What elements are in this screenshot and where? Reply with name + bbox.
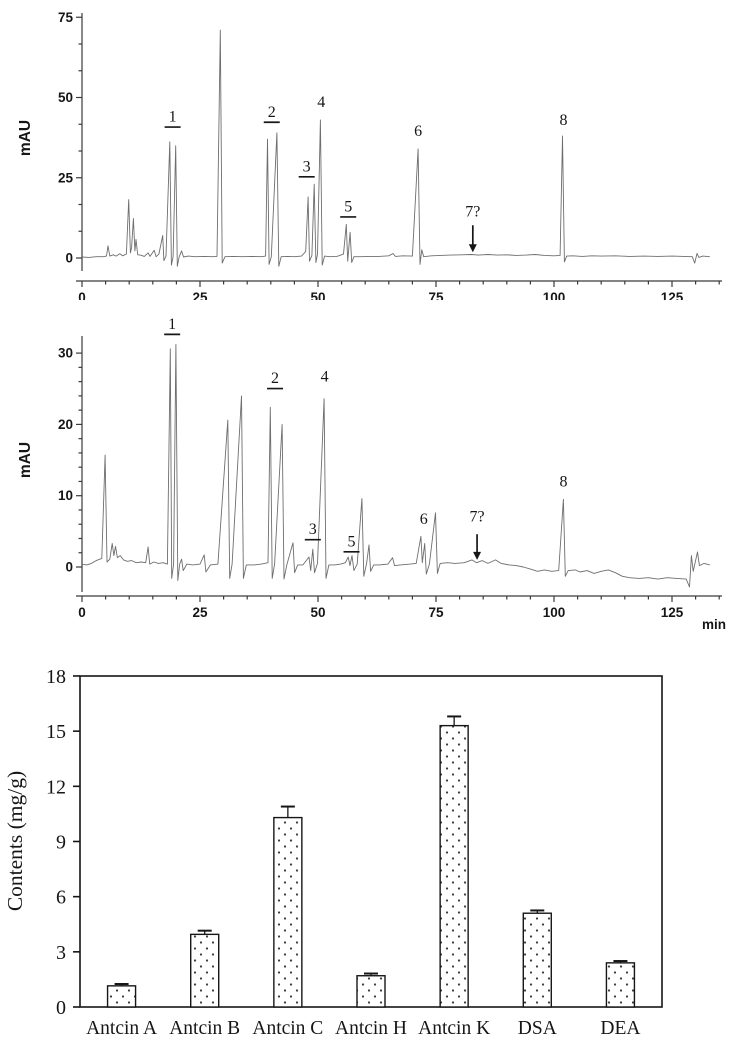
x-tick-label: 50 — [310, 605, 325, 620]
x-tick-label: 75 — [428, 290, 444, 300]
x-tick-label: 75 — [428, 605, 444, 620]
bar — [106, 985, 137, 1008]
contents-bar-chart: 0 3 6 9 12 15 18 Contents (mg/g) Antcin A Antcin … — [3, 666, 663, 1039]
peak-number: 6 — [420, 511, 428, 528]
bar-group-antcin-a: Antcin A — [86, 983, 157, 1039]
x-tick-label: 100 — [543, 290, 566, 300]
y-axis-title: mAU — [17, 120, 34, 156]
bar — [273, 816, 303, 1008]
y-axis: 0 25 50 75 — [58, 10, 83, 271]
bar-y-tick-label: 6 — [56, 887, 66, 909]
y-axis: 0 10 20 30 — [58, 336, 83, 592]
y-axis-title: mAU — [17, 442, 34, 478]
peak-label-3: 3 — [298, 158, 315, 178]
y-tick-label: 0 — [65, 251, 73, 266]
bar-group-dea: DEA — [600, 960, 640, 1039]
x-axis-unit-label: min — [702, 617, 726, 632]
peak-label-5: 5 — [343, 533, 360, 553]
chromatogram-bottom: 0 10 20 30 mAU 0 25 50 75 100 125 min 1 2 3 4 5 6 7? 8 — [17, 316, 726, 632]
peak-number: 2 — [268, 104, 276, 121]
x-tick-label: 25 — [192, 605, 208, 620]
y-tick-label: 75 — [58, 10, 74, 25]
y-tick-label: 30 — [58, 346, 73, 361]
bar — [522, 912, 552, 1008]
bar-category-label: Antcin A — [86, 1018, 157, 1039]
bar-y-tick-label: 12 — [46, 776, 66, 798]
peak-number: 1 — [168, 316, 176, 333]
peak-number: 5 — [348, 533, 356, 550]
bar-y-tick-label: 0 — [56, 997, 66, 1019]
x-tick-label: 25 — [192, 290, 208, 300]
peak-label-4: 4 — [321, 369, 329, 386]
bar-y-axis: 0 3 6 9 12 15 18 — [46, 666, 80, 1019]
y-tick-label: 50 — [58, 90, 73, 105]
peak-label-8: 8 — [559, 112, 567, 129]
x-axis: 0 25 50 75 100 125 — [76, 280, 722, 300]
bar-y-axis-title: Contents (mg/g) — [3, 771, 27, 911]
bar — [356, 975, 386, 1008]
peak-label-3: 3 — [304, 521, 321, 541]
peak-label-4: 4 — [317, 94, 325, 111]
chromatogram-trace — [81, 344, 710, 588]
bar-category-label: Antcin B — [169, 1018, 240, 1039]
peak-number: 8 — [559, 112, 567, 129]
x-tick-label: 100 — [543, 605, 566, 620]
peak-number: 3 — [303, 158, 311, 175]
y-tick-label: 0 — [65, 560, 73, 575]
peak-label-6: 6 — [420, 511, 428, 528]
peak-label-6: 6 — [414, 123, 422, 140]
peak-number: 5 — [344, 198, 352, 215]
chromatogram-trace — [81, 29, 710, 267]
peak-number: 4 — [317, 94, 325, 111]
peak-label-2: 2 — [263, 104, 280, 124]
peak-number: 1 — [169, 109, 177, 126]
bar-group-dsa: DSA — [518, 909, 557, 1039]
bar-category-label: Antcin C — [252, 1018, 323, 1039]
peak-label-8: 8 — [559, 473, 567, 490]
y-tick-label: 20 — [58, 417, 73, 432]
bar-group-antcin-k: Antcin K — [418, 715, 490, 1039]
peak-label-5: 5 — [340, 198, 357, 218]
y-tick-label: 25 — [58, 170, 74, 185]
peak-label-2: 2 — [267, 370, 284, 390]
peak-label-1: 1 — [164, 316, 181, 336]
bar-group-antcin-b: Antcin B — [169, 929, 240, 1039]
x-tick-label: 125 — [661, 605, 684, 620]
x-tick-label: 125 — [661, 290, 684, 300]
peak-number: 7? — [470, 508, 485, 525]
annotation-arrow-head — [468, 244, 477, 253]
x-axis: 0 25 50 75 100 125 — [76, 595, 722, 620]
bar — [605, 962, 636, 1008]
peak-number: 6 — [414, 123, 422, 140]
bar-category-label: Antcin K — [418, 1018, 490, 1039]
bar — [439, 724, 469, 1008]
bar-group-antcin-c: Antcin C — [252, 805, 323, 1039]
peak-label-7: 7? — [465, 203, 480, 253]
bar-y-tick-label: 15 — [46, 721, 66, 743]
peak-number: 7? — [465, 203, 480, 220]
bar-y-tick-label: 18 — [46, 666, 66, 688]
bar-category-label: Antcin H — [335, 1018, 407, 1039]
annotation-arrow-head — [473, 551, 482, 560]
peak-number: 8 — [559, 473, 567, 490]
peak-number: 2 — [271, 370, 279, 387]
peak-label-7: 7? — [470, 508, 485, 560]
peak-label-1: 1 — [164, 109, 181, 128]
bar-category-label: DSA — [518, 1018, 557, 1039]
x-tick-label: 0 — [78, 605, 86, 620]
y-tick-label: 10 — [58, 488, 73, 503]
bar-y-tick-label: 9 — [56, 831, 66, 853]
bar-category-label: DEA — [600, 1018, 640, 1039]
chromatogram-top: 0 25 50 75 mAU 0 25 50 75 100 125 1 2 3 4 5 6 7? 8 — [17, 10, 722, 300]
plot-box — [79, 675, 663, 1008]
bar-y-tick-label: 3 — [56, 942, 66, 964]
bar — [190, 933, 220, 1008]
peak-number: 4 — [321, 369, 329, 386]
x-tick-label: 0 — [78, 290, 86, 300]
bar-group-antcin-h: Antcin H — [335, 972, 407, 1039]
peak-number: 3 — [309, 521, 317, 538]
x-tick-label: 50 — [310, 290, 325, 300]
